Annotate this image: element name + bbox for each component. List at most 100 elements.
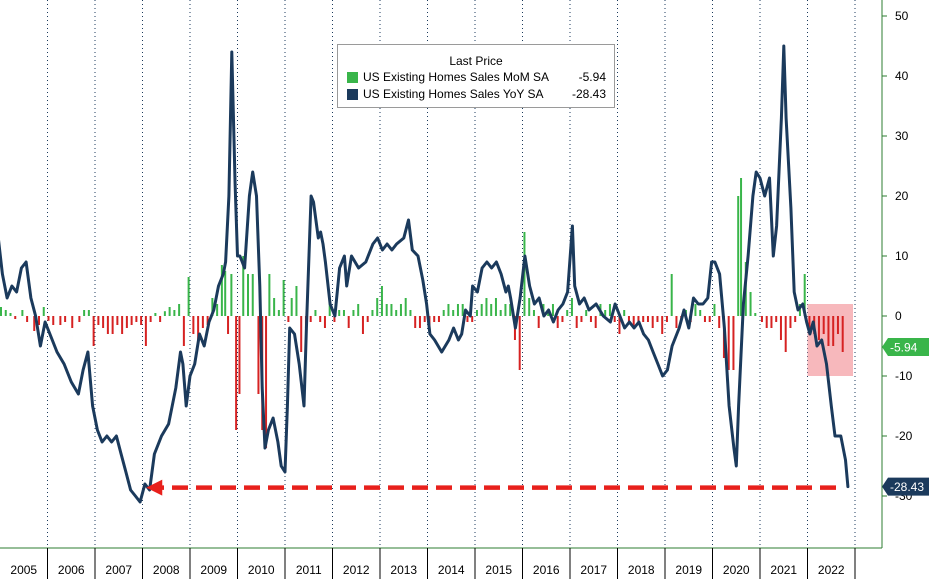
legend-value-yoy: -28.43	[571, 87, 606, 101]
mom-bar	[197, 316, 200, 340]
mom-bar	[9, 313, 12, 316]
mom-bar	[371, 310, 374, 316]
y-tick-label: -10	[895, 369, 913, 383]
mom-bar	[159, 316, 162, 322]
mom-bar	[287, 316, 290, 322]
mom-bar	[699, 310, 702, 316]
mom-bar	[841, 316, 844, 352]
mom-bars	[0, 178, 844, 448]
highlight-box-layer	[807, 304, 853, 376]
x-tick-label: 2013	[390, 563, 417, 577]
x-tick-label: 2012	[343, 563, 370, 577]
mom-bar	[708, 316, 711, 322]
mom-bar	[135, 316, 138, 322]
mom-bar	[836, 316, 839, 334]
mom-bar	[216, 304, 219, 316]
mom-bar	[4, 310, 7, 316]
mom-bar	[220, 265, 223, 316]
mom-bar	[575, 316, 578, 328]
mom-bar	[713, 304, 716, 316]
mom-bar	[504, 304, 507, 316]
mom-bar	[187, 277, 190, 316]
mom-bar	[71, 316, 74, 328]
mom-bar	[670, 274, 673, 316]
mom-bar	[632, 316, 635, 328]
mom-bar	[149, 316, 152, 322]
mom-bar	[760, 316, 763, 322]
mom-bar	[694, 304, 697, 316]
mom-bar	[83, 310, 86, 316]
mom-bar	[78, 316, 81, 322]
mom-bar	[775, 316, 778, 322]
mom-bar	[64, 316, 67, 322]
mom-bar	[277, 310, 280, 316]
x-tick-label: 2015	[485, 563, 512, 577]
x-tick-label: 2014	[438, 563, 465, 577]
mom-bar	[551, 304, 554, 316]
mom-bar	[461, 304, 464, 316]
mom-bar	[433, 316, 436, 322]
mom-bar	[608, 304, 611, 316]
mom-bar	[26, 316, 29, 322]
x-tick-label: 2009	[200, 563, 227, 577]
legend-entry-yoy: US Existing Homes Sales YoY SA -28.43	[347, 86, 606, 102]
y-tick-label: -20	[895, 429, 913, 443]
mom-bar	[235, 316, 238, 430]
x-tick-label: 2008	[153, 563, 180, 577]
mom-bar	[385, 304, 388, 316]
x-tick-label: 2018	[628, 563, 655, 577]
mom-bar	[242, 256, 245, 316]
mom-bar	[770, 316, 773, 328]
mom-bar	[211, 298, 214, 316]
mom-bar	[480, 304, 483, 316]
x-tick-label: 2021	[770, 563, 797, 577]
mom-bar	[442, 310, 445, 316]
mom-bar	[651, 316, 654, 328]
mom-bar	[59, 316, 62, 325]
mom-bar	[409, 310, 412, 316]
mom-bar	[338, 310, 341, 316]
mom-bar	[92, 316, 95, 346]
mom-bar	[661, 316, 664, 334]
mom-bar	[47, 316, 50, 321]
mom-bar	[206, 316, 209, 325]
mom-bar	[827, 316, 830, 346]
mom-bar	[273, 298, 276, 316]
mom-bar	[765, 316, 768, 328]
mom-bar	[604, 310, 607, 316]
mom-bar	[192, 316, 195, 334]
mom-bar	[173, 310, 176, 316]
y-tick-label: 10	[895, 249, 909, 263]
tag-label: -28.43	[890, 480, 924, 494]
mom-bar	[532, 310, 535, 316]
mom-bar	[251, 274, 254, 316]
mom-bar	[182, 316, 185, 346]
x-tick-label: 2006	[58, 563, 85, 577]
mom-bar	[342, 310, 345, 316]
mom-bar	[613, 316, 616, 322]
x-tick-label: 2016	[533, 563, 560, 577]
mom-bar	[665, 316, 668, 322]
y-tick-label: 30	[895, 129, 909, 143]
mom-bar	[352, 310, 355, 316]
mom-bar	[447, 304, 450, 316]
mom-bar	[201, 316, 204, 328]
legend-title: Last Price	[449, 54, 503, 68]
tag-shape	[882, 338, 929, 356]
mom-bar	[309, 316, 312, 322]
mom-bar	[832, 316, 835, 346]
mom-bar	[290, 298, 293, 316]
mom-bar	[154, 313, 157, 316]
mom-bar	[14, 316, 17, 319]
mom-bar	[798, 304, 801, 316]
mom-bar	[471, 316, 474, 322]
mom-bar	[528, 298, 531, 316]
mom-bar	[390, 304, 393, 316]
mom-bar	[570, 298, 573, 316]
y-tick-label: 40	[895, 69, 909, 83]
legend-swatch-yoy	[347, 88, 358, 100]
mom-bar	[732, 316, 735, 370]
y-tick-label: 0	[895, 309, 902, 323]
mom-bar	[789, 316, 792, 328]
mom-bar	[499, 310, 502, 316]
